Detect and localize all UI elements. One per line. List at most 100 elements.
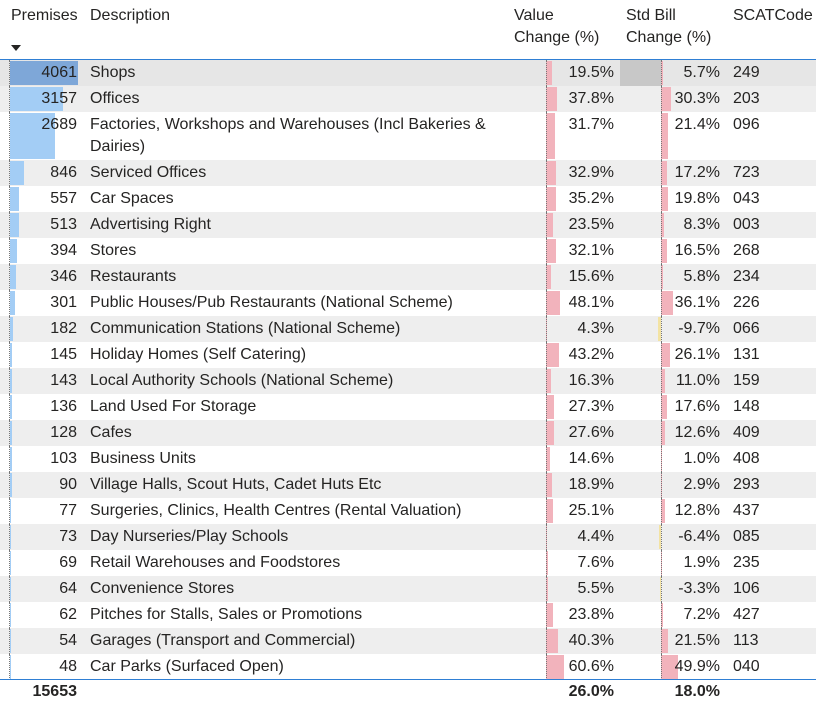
description-cell: Convenience Stores [90, 580, 235, 597]
table-row[interactable]: 513 Advertising Right 23.5% 8.3% 003 [0, 212, 816, 238]
axis-line [546, 446, 547, 472]
premises-cell: 301 [50, 294, 77, 311]
table-row[interactable]: 90 Village Halls, Scout Huts, Cadet Huts … [0, 472, 816, 498]
axis-line [546, 420, 547, 446]
table-row[interactable]: 136 Land Used For Storage 27.3% 17.6% 148 [0, 394, 816, 420]
value-change-bar [546, 655, 564, 679]
scat-code-cell: 437 [733, 502, 760, 519]
table-row[interactable]: 103 Business Units 14.6% 1.0% 408 [0, 446, 816, 472]
scat-code-cell: 268 [733, 242, 760, 259]
scat-code-cell: 408 [733, 450, 760, 467]
value-change-bar [546, 499, 554, 523]
value-change-cell: 43.2% [568, 346, 614, 363]
table-row[interactable]: 69 Retail Warehouses and Foodstores 7.6% 1.… [0, 550, 816, 576]
premises-cell: 394 [50, 242, 77, 259]
table-row[interactable]: 394 Stores 32.1% 16.5% 268 [0, 238, 816, 264]
premises-cell: 62 [59, 606, 77, 623]
table-row[interactable]: 3157 Offices 37.8% 30.3% 203 [0, 86, 816, 112]
scat-code-cell: 096 [733, 116, 760, 133]
total-std-bill-change: 18.0% [674, 683, 720, 700]
axis-line [9, 498, 10, 524]
table-row[interactable]: 301 Public Houses/Pub Restaurants (Nation… [0, 290, 816, 316]
axis-line [546, 498, 547, 524]
axis-line [9, 112, 10, 160]
table-row[interactable]: 73 Day Nurseries/Play Schools 4.4% -6.4% 085 [0, 524, 816, 550]
table-row[interactable]: 4061 Shops 19.5% 5.7% 249 [0, 60, 816, 86]
std-bill-bar [661, 629, 669, 653]
premises-bar [10, 317, 14, 341]
value-change-cell: 7.6% [577, 554, 614, 571]
value-change-cell: 4.3% [577, 320, 614, 337]
header-line [0, 59, 816, 60]
description-cell: Offices [90, 90, 140, 107]
column-header[interactable]: SCATCode [733, 7, 813, 24]
table-row[interactable]: 128 Cafes 27.6% 12.6% 409 [0, 420, 816, 446]
premises-cell: 145 [50, 346, 77, 363]
std-bill-change-cell: 17.2% [674, 164, 720, 181]
value-change-cell: 23.8% [568, 606, 614, 623]
axis-line [9, 446, 10, 472]
axis-line [661, 394, 662, 420]
premises-bar [10, 577, 12, 601]
scat-code-cell: 148 [733, 398, 760, 415]
table-row[interactable]: 346 Restaurants 15.6% 5.8% 234 [0, 264, 816, 290]
table-row[interactable]: 64 Convenience Stores 5.5% -3.3% 106 [0, 576, 816, 602]
value-change-bar [546, 239, 556, 263]
table-row[interactable]: 48 Car Parks (Surfaced Open) 60.6% 49.9% 040 [0, 654, 816, 679]
value-change-cell: 32.9% [568, 164, 614, 181]
table-row[interactable]: 557 Car Spaces 35.2% 19.8% 043 [0, 186, 816, 212]
value-change-cell: 60.6% [568, 658, 614, 675]
axis-line [9, 524, 10, 550]
premises-bar [10, 629, 11, 653]
table-row[interactable]: 77 Surgeries, Clinics, Health Centres (Re… [0, 498, 816, 524]
premises-cell: 846 [50, 164, 77, 181]
scat-code-cell: 040 [733, 658, 760, 675]
premises-bar [10, 291, 16, 315]
premises-cell: 513 [50, 216, 77, 233]
table-row[interactable]: 143 Local Authority Schools (National Sch… [0, 368, 816, 394]
value-change-bar [546, 265, 551, 289]
value-change-cell: 37.8% [568, 90, 614, 107]
axis-line [661, 112, 662, 160]
column-header[interactable]: Value Change (%) [514, 7, 600, 46]
axis-line [546, 316, 547, 342]
axis-line [9, 342, 10, 368]
axis-line [661, 524, 662, 550]
table-row[interactable]: 54 Garages (Transport and Commercial) 40.3… [0, 628, 816, 654]
std-bill-bar [661, 421, 666, 445]
total-row: 15653 26.0% 18.0% [0, 679, 816, 703]
premises-bar [10, 187, 20, 211]
axis-line [661, 368, 662, 394]
description-cell: Factories, Workshops and Warehouses (Inc… [90, 116, 486, 155]
premises-bar [10, 87, 63, 111]
description-cell: Business Units [90, 450, 196, 467]
description-cell: Retail Warehouses and Foodstores [90, 554, 341, 571]
value-change-bar [546, 473, 552, 497]
total-value-change: 26.0% [568, 683, 614, 700]
std-bill-change-cell: 5.8% [683, 268, 720, 285]
axis-line [546, 602, 547, 628]
axis-line [9, 238, 10, 264]
std-bill-bar [661, 213, 664, 237]
table-row[interactable]: 2689 Factories, Workshops and Warehouses … [0, 112, 816, 160]
description-cell: Public Houses/Pub Restaurants (National … [90, 294, 453, 311]
scat-code-cell: 085 [733, 528, 760, 545]
column-header[interactable]: Std Bill Change (%) [626, 7, 712, 46]
premises-cell: 48 [59, 658, 77, 675]
std-bill-bar [661, 113, 669, 159]
description-cell: Cafes [90, 424, 132, 441]
axis-line [661, 628, 662, 654]
axis-line [546, 550, 547, 576]
table-row[interactable]: 846 Serviced Offices 32.9% 17.2% 723 [0, 160, 816, 186]
column-header[interactable]: Premises [11, 7, 78, 24]
table-row[interactable]: 62 Pitches for Stalls, Sales or Promotion… [0, 602, 816, 628]
value-change-cell: 27.6% [568, 424, 614, 441]
premises-bar [10, 61, 78, 85]
scat-code-cell: 235 [733, 554, 760, 571]
column-header[interactable]: Description [90, 7, 171, 24]
scat-code-cell: 131 [733, 346, 760, 363]
axis-line [661, 602, 662, 628]
table-row[interactable]: 145 Holiday Homes (Self Catering) 43.2% 26.… [0, 342, 816, 368]
table-row[interactable]: 182 Communication Stations (National Sche… [0, 316, 816, 342]
